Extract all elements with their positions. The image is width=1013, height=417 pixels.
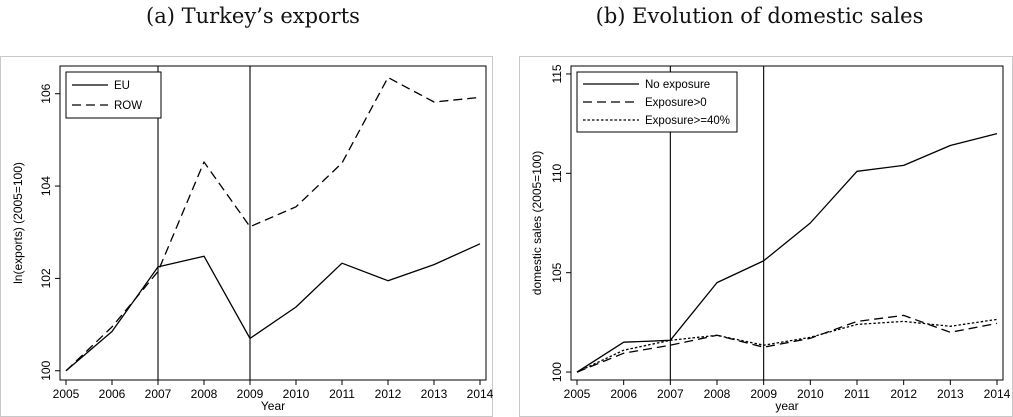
y-tick-label: 106 <box>39 83 53 103</box>
x-tick-label: 2012 <box>890 387 917 401</box>
x-tick-label: 2009 <box>750 387 777 401</box>
legend-box <box>65 71 162 119</box>
legend-label: Exposure>0 <box>645 97 707 109</box>
x-tick-label: 2008 <box>191 387 218 401</box>
x-tick-label: 2013 <box>421 387 448 401</box>
exports-chart: 2005 2006 2007 2008 2009 2010 2011 2012 2013 2014… <box>0 56 493 417</box>
x-tick-label: 2010 <box>283 387 310 401</box>
x-tick-label: 2007 <box>657 387 684 401</box>
x-tick-label: 2006 <box>99 387 126 401</box>
panel-b-title: (b) Evolution of domestic sales <box>595 4 924 28</box>
x-tick-label: 2012 <box>375 387 402 401</box>
x-tick-label: 2007 <box>145 387 172 401</box>
x-tick-label: 2011 <box>329 387 355 401</box>
x-tick-label: 2009 <box>237 387 264 401</box>
domestic-sales-chart: 2005 2006 2007 2008 2009 2010 2011 2012 2013 2014… <box>519 56 1013 417</box>
y-tick-label: 105 <box>550 262 564 282</box>
series-line-row <box>65 76 481 372</box>
x-tick-label: 2005 <box>53 387 80 401</box>
y-axis-label: ln(exports) (2005=100) <box>11 162 25 284</box>
y-axis-label: domestic sales (2005=100) <box>530 151 544 295</box>
y-tick-label: 110 <box>550 163 564 182</box>
x-tick-label: 2008 <box>704 387 731 401</box>
x-tick-label: 2014 <box>984 387 1011 401</box>
x-tick-label: 2011 <box>844 387 870 401</box>
y-tick-label: 104 <box>39 176 53 196</box>
x-axis-label: Year <box>261 399 285 413</box>
x-tick-label: 2005 <box>564 387 591 401</box>
legend-label: Exposure>=40% <box>645 115 730 127</box>
legend-label: EU <box>114 80 130 92</box>
y-tick-label: 100 <box>39 360 53 380</box>
series-line-exposure-0 <box>576 314 998 373</box>
legend-label: ROW <box>114 100 142 112</box>
x-tick-label: 2013 <box>937 387 964 401</box>
panel-a-title: (a) Turkey’s exports <box>146 4 360 28</box>
legend-label: No exposure <box>645 79 710 91</box>
x-tick-label: 2006 <box>610 387 637 401</box>
x-tick-label: 2014 <box>467 387 493 401</box>
x-tick-label: 2010 <box>797 387 824 401</box>
y-tick-label: 115 <box>550 64 564 83</box>
y-tick-label: 102 <box>39 268 53 288</box>
series-line-exposure-40- <box>576 318 998 373</box>
y-tick-label: 100 <box>550 362 564 382</box>
series-line-no-exposure <box>576 132 998 373</box>
x-axis-label: year <box>775 399 798 413</box>
